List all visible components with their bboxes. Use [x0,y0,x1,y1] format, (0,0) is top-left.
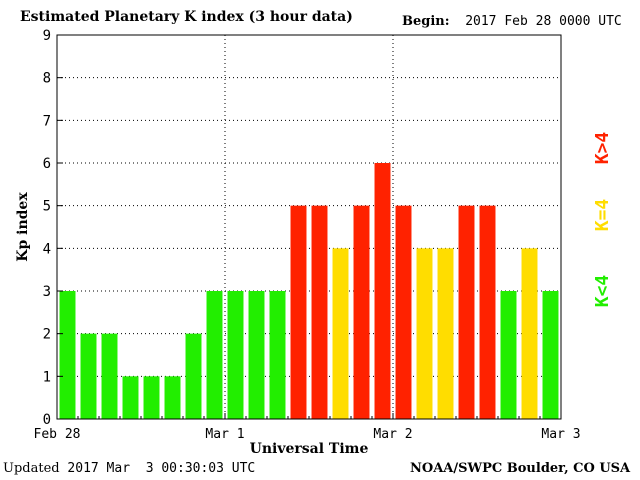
kp-bar [542,291,559,419]
x-axis-label: Universal Time [250,441,369,457]
y-axis-ticks: 0 1 2 3 4 5 6 7 8 9 [43,28,63,428]
x-tick-label: Mar 1 [205,427,244,442]
kp-bar [122,376,139,419]
y-tick-label: 1 [43,369,51,385]
kp-bar [521,248,538,419]
kp-bar [143,376,160,419]
y-axis-label: Kp index [15,192,31,262]
begin-label: Begin: [402,14,450,29]
legend-k-high: K>4 [592,132,613,165]
kp-bar [437,248,454,419]
legend-k-equal: K=4 [592,199,613,232]
credit-text: NOAA/SWPC Boulder, CO USA [410,461,631,476]
bars [59,163,559,419]
begin-value: 2017 Feb 28 0000 UTC [465,14,622,29]
kp-bar [290,205,307,419]
y-tick-label: 5 [43,199,51,215]
x-tick-label: Mar 3 [541,427,580,442]
kp-bar [59,291,76,419]
y-tick-label: 3 [43,284,51,300]
kp-bar [206,291,223,419]
y-tick-label: 6 [43,156,51,172]
kp-bar [416,248,433,419]
kp-bar [101,333,118,419]
kp-bar [248,291,265,419]
begin-time: Begin: 2017 Feb 28 0000 UTC [402,14,622,29]
kp-bar [332,248,349,419]
kp-bar [227,291,244,419]
kp-bar [164,376,181,419]
y-tick-label: 7 [43,113,51,129]
y-tick-label: 4 [43,241,51,257]
grid-lines [57,35,561,419]
x-tick-label: Mar 2 [373,427,412,442]
kp-bar [311,205,328,419]
y-tick-label: 2 [43,327,51,343]
updated-value: 2017 Mar 3 00:30:03 UTC [67,461,256,476]
kp-bar [458,205,475,419]
y-tick-label: 9 [43,28,51,44]
legend-k-low: K<4 [592,275,613,308]
kp-bar [395,205,412,419]
kp-bar [500,291,517,419]
kp-bar [269,291,286,419]
updated-label: Updated [3,461,60,476]
kp-bar [185,333,202,419]
updated-timestamp: Updated 2017 Mar 3 00:30:03 UTC [3,461,255,476]
x-tick-label: Feb 28 [34,427,81,442]
y-tick-label: 8 [43,71,51,87]
x-axis-ticks: Feb 28 Mar 1 Mar 2 Mar 3 [34,413,581,442]
kp-bar [374,163,391,419]
kp-bar [479,205,496,419]
kp-bar [80,333,97,419]
chart-title: Estimated Planetary K index (3 hour data… [20,9,353,25]
kp-bar [353,205,370,419]
y-tick-label: 0 [43,412,51,428]
